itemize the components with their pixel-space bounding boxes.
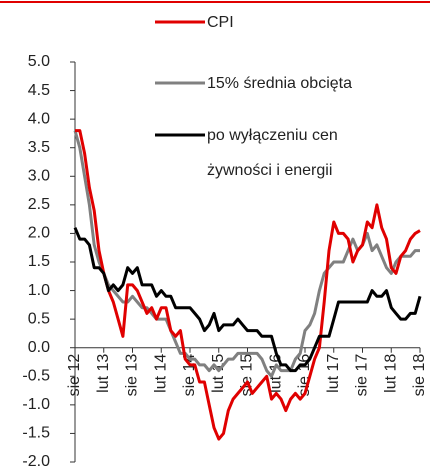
y-tick-label: 1.5 [28, 253, 50, 270]
y-tick-label: 4.5 [28, 82, 50, 99]
y-tick-label: 0.5 [28, 310, 50, 327]
x-tick-label: lut 18 [382, 354, 399, 393]
legend-label: po wyłączeniu cen żywności i energii [207, 126, 338, 179]
y-tick-label: 5.0 [28, 53, 50, 70]
x-tick-label: lut 17 [325, 354, 342, 393]
series-line [75, 129, 421, 441]
x-tick-label: lut 13 [95, 354, 112, 393]
y-tick-label: -0.5 [22, 368, 50, 385]
y-tick-label: 3.0 [28, 168, 50, 185]
y-tick-label: 4.0 [28, 110, 50, 127]
legend-entry: po wyłączeniu cen żywności i energii [207, 126, 338, 179]
y-tick-label: 3.5 [28, 139, 50, 156]
legend-entry: 15% średnia obcięta [207, 74, 352, 92]
series-line [73, 227, 422, 373]
x-tick-label: sie 18 [411, 354, 428, 397]
y-tick-label: -1.0 [22, 396, 50, 413]
x-tick-label: sie 12 [66, 354, 83, 397]
y-tick-label: 0.0 [28, 339, 50, 356]
x-tick-label: lut 14 [152, 354, 169, 393]
y-tick-label: -1.5 [22, 425, 50, 442]
x-tick-label: sie 13 [124, 354, 141, 397]
legend-entry: CPI [207, 13, 234, 31]
y-tick-label: 2.5 [28, 196, 50, 213]
legend-label: CPI [207, 13, 234, 31]
y-tick-label: 2.0 [28, 225, 50, 242]
legend-label: 15% średnia obcięta [207, 74, 352, 92]
y-tick-label: -2.0 [22, 453, 50, 470]
y-tick-label: 1.0 [28, 282, 50, 299]
x-tick-label: sie 17 [354, 354, 371, 397]
x-tick-label: lut 15 [210, 354, 227, 393]
